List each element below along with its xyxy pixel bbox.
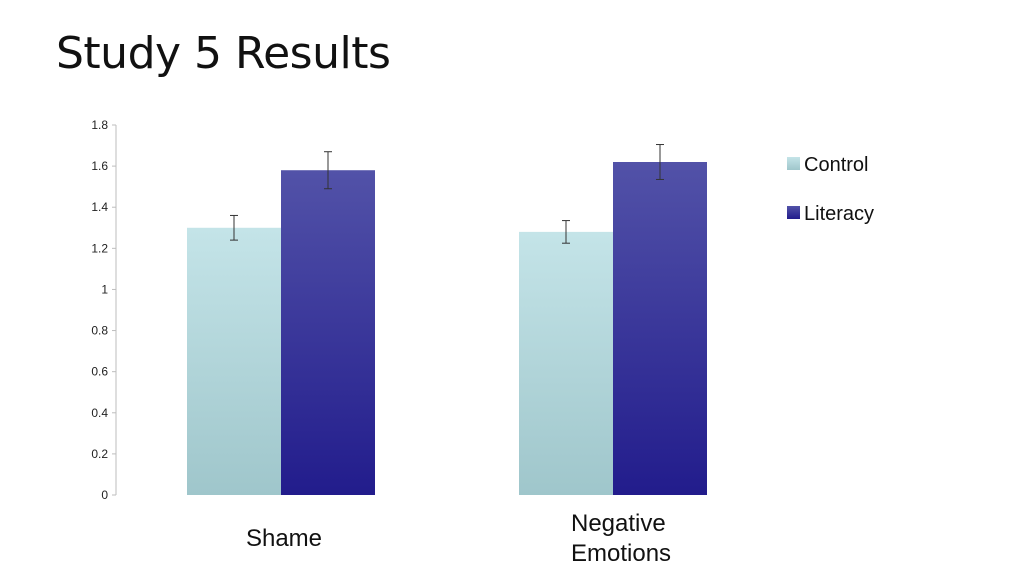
y-tick-label: 1.4 bbox=[91, 200, 108, 214]
y-tick-label: 0.4 bbox=[91, 406, 108, 420]
legend-swatch-literacy bbox=[787, 206, 800, 219]
y-tick-label: 0.8 bbox=[91, 324, 108, 338]
y-tick-label: 1.6 bbox=[91, 159, 108, 173]
slide-title: Study 5 Results bbox=[56, 28, 391, 79]
y-tick-label: 0.2 bbox=[91, 447, 108, 461]
bar-literacy-0 bbox=[281, 170, 375, 495]
error-bar bbox=[324, 151, 332, 190]
category-label-line: Negative bbox=[571, 510, 666, 537]
y-tick-label: 0 bbox=[101, 488, 108, 502]
category-label-line: Emotions bbox=[571, 540, 671, 567]
legend: Control Literacy bbox=[787, 154, 874, 225]
y-tick-label: 0.6 bbox=[91, 365, 108, 379]
y-tick-label: 1.2 bbox=[91, 241, 108, 255]
y-tick-label: 1.8 bbox=[91, 118, 108, 132]
y-tick-label: 1 bbox=[101, 282, 108, 296]
error-bar bbox=[656, 144, 664, 180]
bar-control-1 bbox=[519, 231, 613, 495]
x-axis-labels: Shame Negative Emotions bbox=[246, 510, 671, 567]
category-label: Negative Emotions bbox=[571, 510, 671, 567]
bar-control-0 bbox=[187, 227, 281, 495]
category-label-line: Shame bbox=[246, 525, 322, 552]
legend-label-control: Control bbox=[804, 154, 868, 176]
bar-literacy-1 bbox=[613, 162, 707, 495]
legend-label-literacy: Literacy bbox=[804, 203, 874, 225]
legend-swatch-control bbox=[787, 157, 800, 170]
bars bbox=[187, 144, 707, 495]
error-bar bbox=[230, 214, 238, 241]
category-label: Shame bbox=[246, 525, 322, 552]
error-bar bbox=[562, 220, 570, 244]
y-axis: 0 0.2 0.4 0.6 0.8 1 1.2 1.4 1.6 1.8 bbox=[91, 118, 117, 502]
